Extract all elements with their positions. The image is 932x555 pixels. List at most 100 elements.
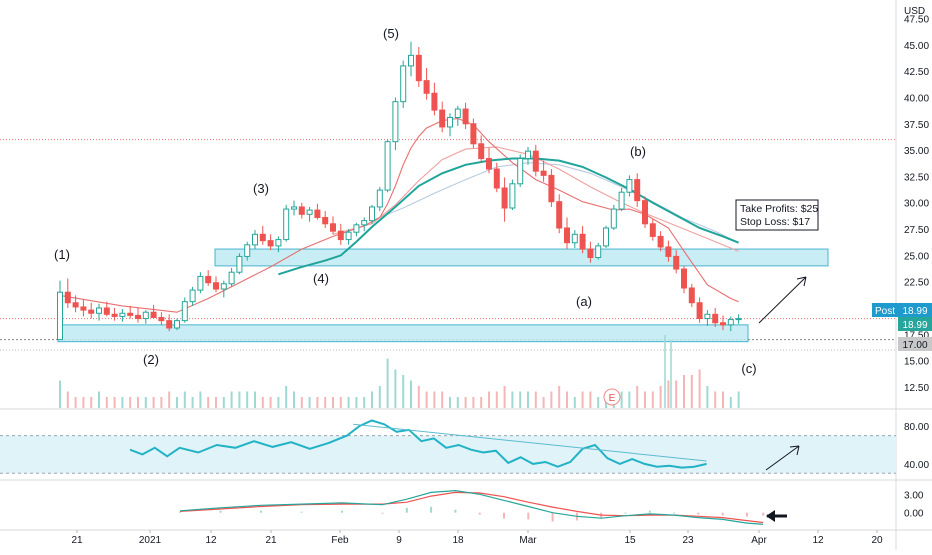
volume-bar [566,391,568,408]
candle-body [166,320,173,329]
post-badge-label: Post [875,306,895,317]
macd-histogram-bar [454,509,457,513]
candle-body [712,313,719,324]
post-badge [872,303,898,317]
macd-histogram-bar [697,512,700,515]
volume-bar [659,386,662,408]
volume-bar [105,397,108,408]
earnings-icon[interactable] [603,388,621,406]
macd-histogram-bar [405,507,408,513]
post-price-value: 18.99 [902,306,927,317]
candle-body [127,312,134,316]
candle-body [88,309,95,314]
candle-body [259,233,266,242]
rsi-line [129,419,707,469]
macd-histogram-bar [341,510,343,513]
volume-bar [199,391,202,408]
candle-body [564,227,570,244]
time-tick-label: 12 [812,535,824,546]
volume-bar [207,397,210,408]
volume-bar [316,397,319,408]
candle-body [649,223,656,237]
price-tick-label: 32.50 [904,172,929,183]
volume-bar [74,397,77,408]
candle-body [462,108,469,125]
price-tick-label: 12.50 [904,383,929,394]
rsi-arrow-line [765,445,800,471]
time-tick-label: 18 [452,535,464,546]
volume-bar [651,391,654,408]
volume-bar [152,397,155,408]
price-tick-label: 22.50 [904,278,929,289]
candle-body [540,170,547,176]
macd-signal-line [179,491,764,524]
ema-teal-line [278,157,739,276]
price-tick-label: 30.00 [904,199,929,210]
targets-box [735,199,819,231]
volume-bar [449,397,451,408]
volume-bar [277,397,280,408]
volume-bar [144,397,147,408]
candle-body [532,150,539,172]
volume-bar [238,391,241,408]
volume-bar [66,391,69,408]
candle-body [447,116,453,128]
candle-body [486,158,492,170]
volume-bar [480,397,483,408]
macd-tick-label: 3.00 [904,490,924,501]
candle-body [275,239,282,247]
time-tick-label: 21 [71,535,83,546]
volume-bar [410,380,412,408]
macd-histogram-bar [673,512,676,514]
candle-body [657,235,664,248]
rsi-band [0,435,896,474]
volume-bar [269,397,272,408]
volume-bar [215,397,217,408]
candle-body [111,313,118,317]
rsi-trendline [353,423,707,462]
wave-label-a: (a) [576,294,592,309]
macd-histogram-bar [219,510,222,513]
volume-bar [698,369,701,408]
rsi-tick-label: 80.00 [904,422,929,433]
time-tick-label: 23 [682,535,694,546]
candle-body [673,255,680,270]
candle-body [626,179,633,193]
candle-body [213,282,219,290]
volume-bar [160,397,163,408]
macd-histogram-bar [648,510,651,513]
price-tick-label: 47.50 [904,15,929,26]
rsi-tick-label: 40.00 [904,460,929,471]
candle-body [470,123,477,145]
candle-body [478,143,485,160]
candle-body [306,209,313,215]
candle-body [595,245,602,258]
candle-body [571,233,578,244]
volume-bar [129,397,132,408]
candle-body [298,206,305,215]
macd-histogram-bar [762,512,765,516]
stop-loss-text: Stop Loss: $17 [740,216,810,228]
candle-body [267,240,274,247]
macd-histogram-bar [503,512,505,519]
candle-body [610,208,617,229]
candle-body [415,54,422,82]
candle-body [244,244,251,257]
candle-body [400,65,407,103]
candle-body [322,216,329,225]
candle-body [423,80,430,94]
volume-bar [355,397,358,408]
upside-arrow-icon [796,276,807,287]
candle-body [252,233,258,246]
upper-support-zone [214,248,829,267]
rsi-arrow-icon [789,445,800,456]
sma-slow-line [371,162,739,244]
volume-bar [441,391,444,408]
price-tick-label: 37.50 [904,120,929,131]
candle-body [634,179,641,202]
candle-body [735,318,742,321]
volume-bar [347,397,350,408]
macd-histogram-bar [179,511,181,513]
macd-tick-label: 0.00 [904,509,924,520]
candle-body [501,187,508,209]
